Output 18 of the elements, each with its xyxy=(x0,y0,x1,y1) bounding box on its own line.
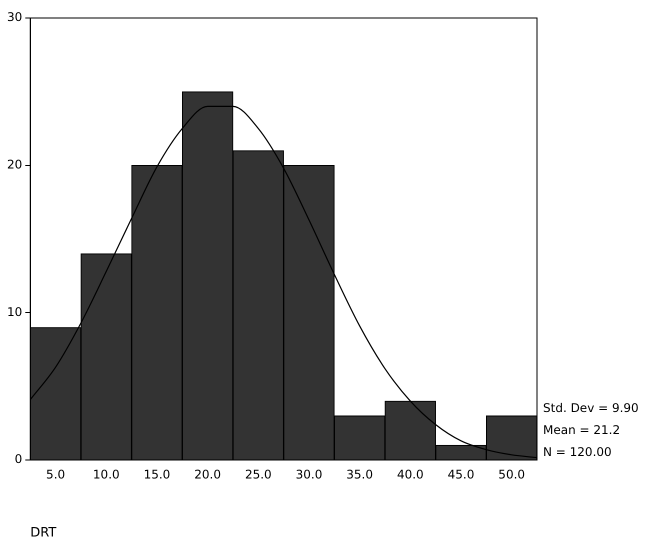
x-tick-label: 25.0 xyxy=(244,467,272,482)
x-tick-label: 20.0 xyxy=(194,467,221,482)
x-tick-label: 50.0 xyxy=(498,467,526,482)
text: N = 120.00 xyxy=(543,445,612,460)
x-tick-label: 15.0 xyxy=(144,467,170,482)
x-tick-label: 35.0 xyxy=(346,467,374,482)
x-tick-label: 40.0 xyxy=(396,467,424,482)
y-tick-label: 0 xyxy=(14,452,22,466)
x-tick-label: 10.0 xyxy=(92,467,120,482)
x-tick-label: 45.0 xyxy=(448,467,474,482)
x-axis-title: DRT xyxy=(30,526,56,541)
y-tick-label: 10 xyxy=(6,304,22,319)
x-tick-label: 5.0 xyxy=(46,467,66,482)
text: Std. Dev = 9.90 xyxy=(543,401,639,416)
x-tick-label: 30.0 xyxy=(296,467,322,482)
y-tick-label: 20 xyxy=(6,157,22,172)
y-tick-label: 30 xyxy=(6,10,22,24)
text: Mean = 21.2 xyxy=(543,423,620,438)
